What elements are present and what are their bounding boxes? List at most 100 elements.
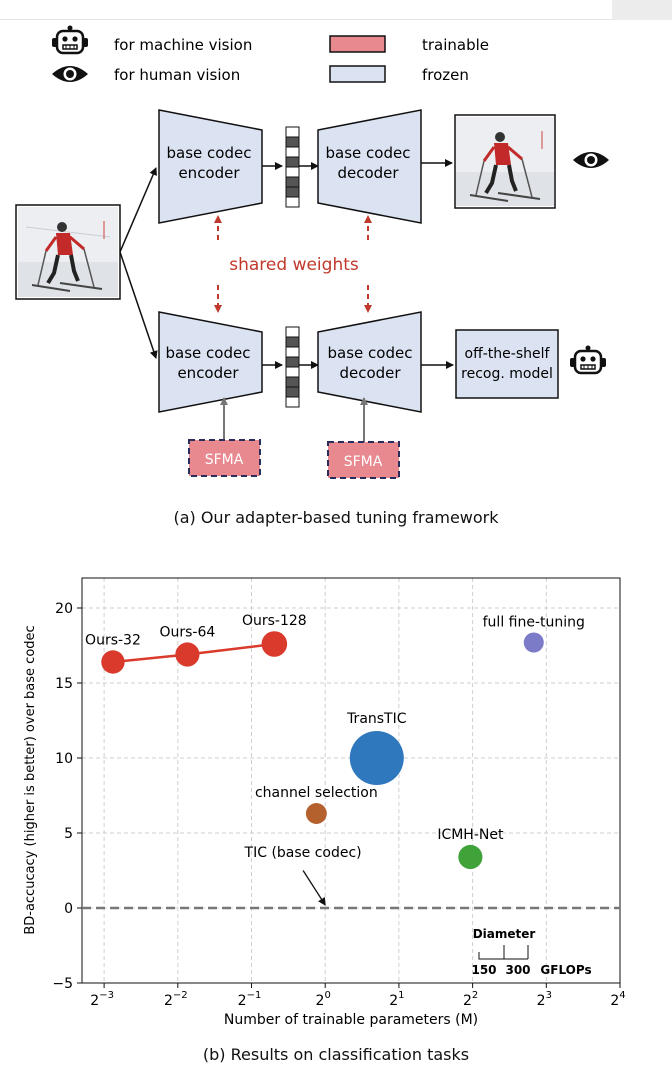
sfma-right-label: SFMA: [344, 454, 383, 470]
decoder-bottom-line2: decoder: [339, 364, 401, 382]
point-label: TransTIC: [346, 711, 407, 727]
x-tick-exponent: 3: [546, 990, 552, 1001]
size-legend-bracket: [478, 945, 529, 960]
y-tick-label: 20: [55, 601, 73, 617]
shared-weights-label: shared weights: [229, 255, 359, 275]
x-tick-exponent: −3: [99, 990, 114, 1001]
x-tick-label: 20: [316, 990, 331, 1009]
latent-cell: [285, 396, 300, 408]
size-legend-v1: 150: [471, 963, 496, 977]
x-tick-exponent: 4: [619, 990, 625, 1001]
legend-trainable-swatch: [329, 35, 386, 53]
point-label: ICMH-Net: [437, 827, 504, 843]
x-tick-label: 2−3: [90, 990, 114, 1009]
decoder-top: [317, 109, 422, 224]
sfma-right: [327, 441, 400, 479]
top-bar: [0, 0, 672, 20]
latent-cell: [285, 156, 300, 168]
latent-cell: [285, 346, 300, 358]
x-tick-label: 24: [610, 990, 625, 1009]
encoder-bottom-line1: base codec: [166, 344, 251, 362]
y-tick-label: 0: [64, 901, 73, 917]
caption-b: (b) Results on classification tasks: [202, 1045, 470, 1064]
x-tick-label: 21: [389, 990, 404, 1009]
output-eye-icon: [573, 152, 609, 168]
caption-a: (a) Our adapter-based tuning framework: [173, 508, 499, 527]
data-point: [101, 650, 125, 674]
x-tick-exponent: 1: [398, 990, 404, 1001]
legend-machine-label: for machine vision: [114, 36, 252, 54]
baseline-label: TIC (base codec): [244, 845, 362, 861]
eye-icon: [52, 66, 88, 82]
latent-cell: [285, 336, 300, 348]
x-axis-label: Number of trainable parameters (M): [224, 1012, 478, 1028]
latent-cell: [285, 166, 300, 178]
x-tick-exponent: −1: [247, 990, 262, 1001]
decoder-top-line1: base codec: [326, 144, 411, 162]
decoder-top-line2: decoder: [337, 164, 399, 182]
legend-trainable-label: trainable: [422, 36, 489, 54]
legend-frozen-label: frozen: [422, 66, 469, 84]
recog-model-box: [455, 329, 559, 399]
decoder-bottom: [317, 311, 422, 413]
data-point: [261, 631, 288, 657]
data-point: [523, 632, 544, 653]
baseline-arrow: [302, 870, 326, 906]
latent-cell: [285, 146, 300, 158]
encoder-bottom: [158, 311, 263, 413]
y-tick-label: 10: [55, 751, 73, 767]
framework-diagram: for machine vision for human vision trai…: [15, 24, 609, 479]
y-tick-label: 15: [55, 676, 73, 692]
decoder-bottom-line1: base codec: [328, 344, 413, 362]
x-tick-exponent: 0: [324, 990, 330, 1001]
latent-bottom: [285, 326, 300, 408]
sfma-left: [188, 439, 261, 477]
latent-cell: [285, 376, 300, 388]
latent-cell: [285, 126, 300, 138]
legend-frozen-swatch: [329, 65, 386, 83]
encoder-top: [158, 109, 263, 224]
encoder-bottom-line2: encoder: [177, 364, 239, 382]
point-label: Ours-128: [242, 613, 307, 629]
chart-point-labels: Ours-32 Ours-64 Ours-128 full fine-tuning Tr…: [85, 613, 585, 843]
recog-robot-icon: [568, 344, 608, 375]
top-bar-divider: [0, 19, 612, 20]
x-tick-label: 2−2: [164, 990, 188, 1009]
output-image: [456, 117, 554, 206]
latent-cell: [285, 386, 300, 398]
size-legend-unit: GFLOPs: [540, 963, 591, 977]
y-axis-label: BD-accucacy (higher is better) over base…: [23, 625, 38, 934]
data-point: [349, 731, 404, 785]
legend-human-label: for human vision: [114, 66, 240, 84]
x-tick-label: 22: [463, 990, 478, 1009]
top-bar-corner: [612, 0, 672, 20]
latent-cell: [285, 356, 300, 368]
latent-cell: [285, 366, 300, 378]
input-image: [16, 205, 120, 299]
plot-frame: [81, 577, 621, 984]
data-point: [458, 844, 483, 870]
latent-cell: [285, 136, 300, 148]
data-point: [305, 803, 327, 824]
recog-model-line2: recog. model: [461, 366, 553, 382]
y-tick-label: −5: [52, 976, 73, 992]
input-arrow-bottom: [119, 251, 158, 359]
size-legend-title: Diameter: [473, 927, 536, 941]
recog-model-line1: off-the-shelf: [465, 346, 551, 362]
x-tick-label: 2−1: [238, 990, 262, 1009]
encoder-top-line2: encoder: [178, 164, 240, 182]
latent-cell: [285, 176, 300, 188]
sfma-left-label: SFMA: [205, 452, 244, 468]
robot-icon: [50, 24, 90, 55]
latent-cell: [285, 326, 300, 338]
latent-top: [285, 126, 300, 208]
chart-series: [101, 631, 544, 870]
latent-cell: [285, 196, 300, 208]
input-arrow-top: [119, 167, 157, 253]
latent-cell: [285, 186, 300, 198]
point-label: full fine-tuning: [483, 614, 585, 630]
encoder-top-line1: base codec: [167, 144, 252, 162]
point-label: Ours-32: [85, 632, 141, 648]
